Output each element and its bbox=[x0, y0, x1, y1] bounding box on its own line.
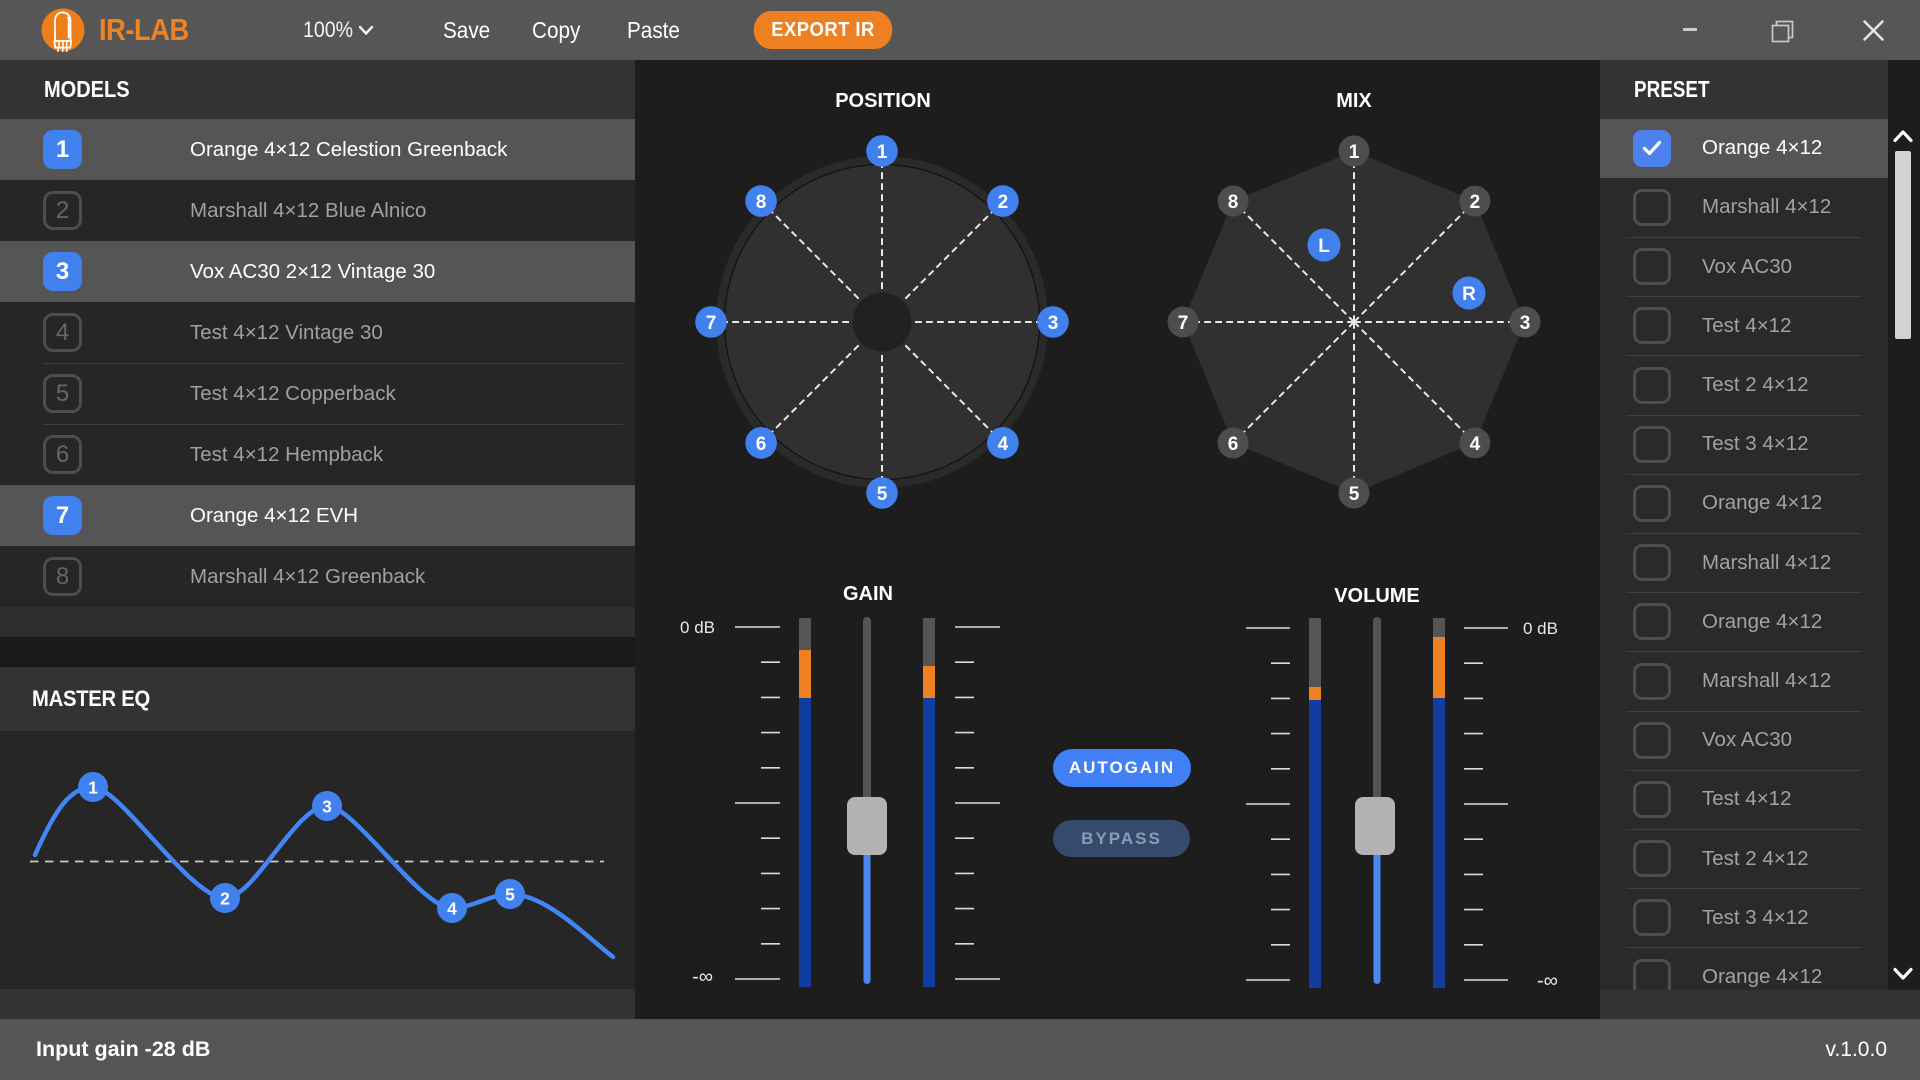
svg-text:3: 3 bbox=[1048, 313, 1059, 334]
svg-text:5: 5 bbox=[1349, 484, 1360, 505]
svg-text:3: 3 bbox=[322, 797, 332, 817]
svg-text:8: 8 bbox=[1228, 192, 1239, 213]
svg-text:R: R bbox=[1462, 284, 1476, 305]
svg-text:4: 4 bbox=[998, 434, 1009, 455]
svg-text:4: 4 bbox=[1470, 434, 1481, 455]
svg-text:7: 7 bbox=[1178, 313, 1189, 334]
svg-text:1: 1 bbox=[877, 142, 888, 163]
svg-text:L: L bbox=[1318, 236, 1330, 257]
svg-text:1: 1 bbox=[88, 778, 98, 798]
svg-text:6: 6 bbox=[1228, 434, 1239, 455]
svg-text:2: 2 bbox=[220, 889, 230, 909]
svg-text:4: 4 bbox=[447, 899, 457, 919]
svg-text:2: 2 bbox=[1470, 192, 1481, 213]
svg-text:8: 8 bbox=[756, 192, 767, 213]
svg-text:6: 6 bbox=[756, 434, 767, 455]
svg-text:5: 5 bbox=[505, 885, 515, 905]
svg-text:5: 5 bbox=[877, 484, 888, 505]
svg-text:1: 1 bbox=[1349, 142, 1360, 163]
svg-text:2: 2 bbox=[998, 192, 1009, 213]
svg-text:3: 3 bbox=[1520, 313, 1531, 334]
svg-text:7: 7 bbox=[706, 313, 717, 334]
